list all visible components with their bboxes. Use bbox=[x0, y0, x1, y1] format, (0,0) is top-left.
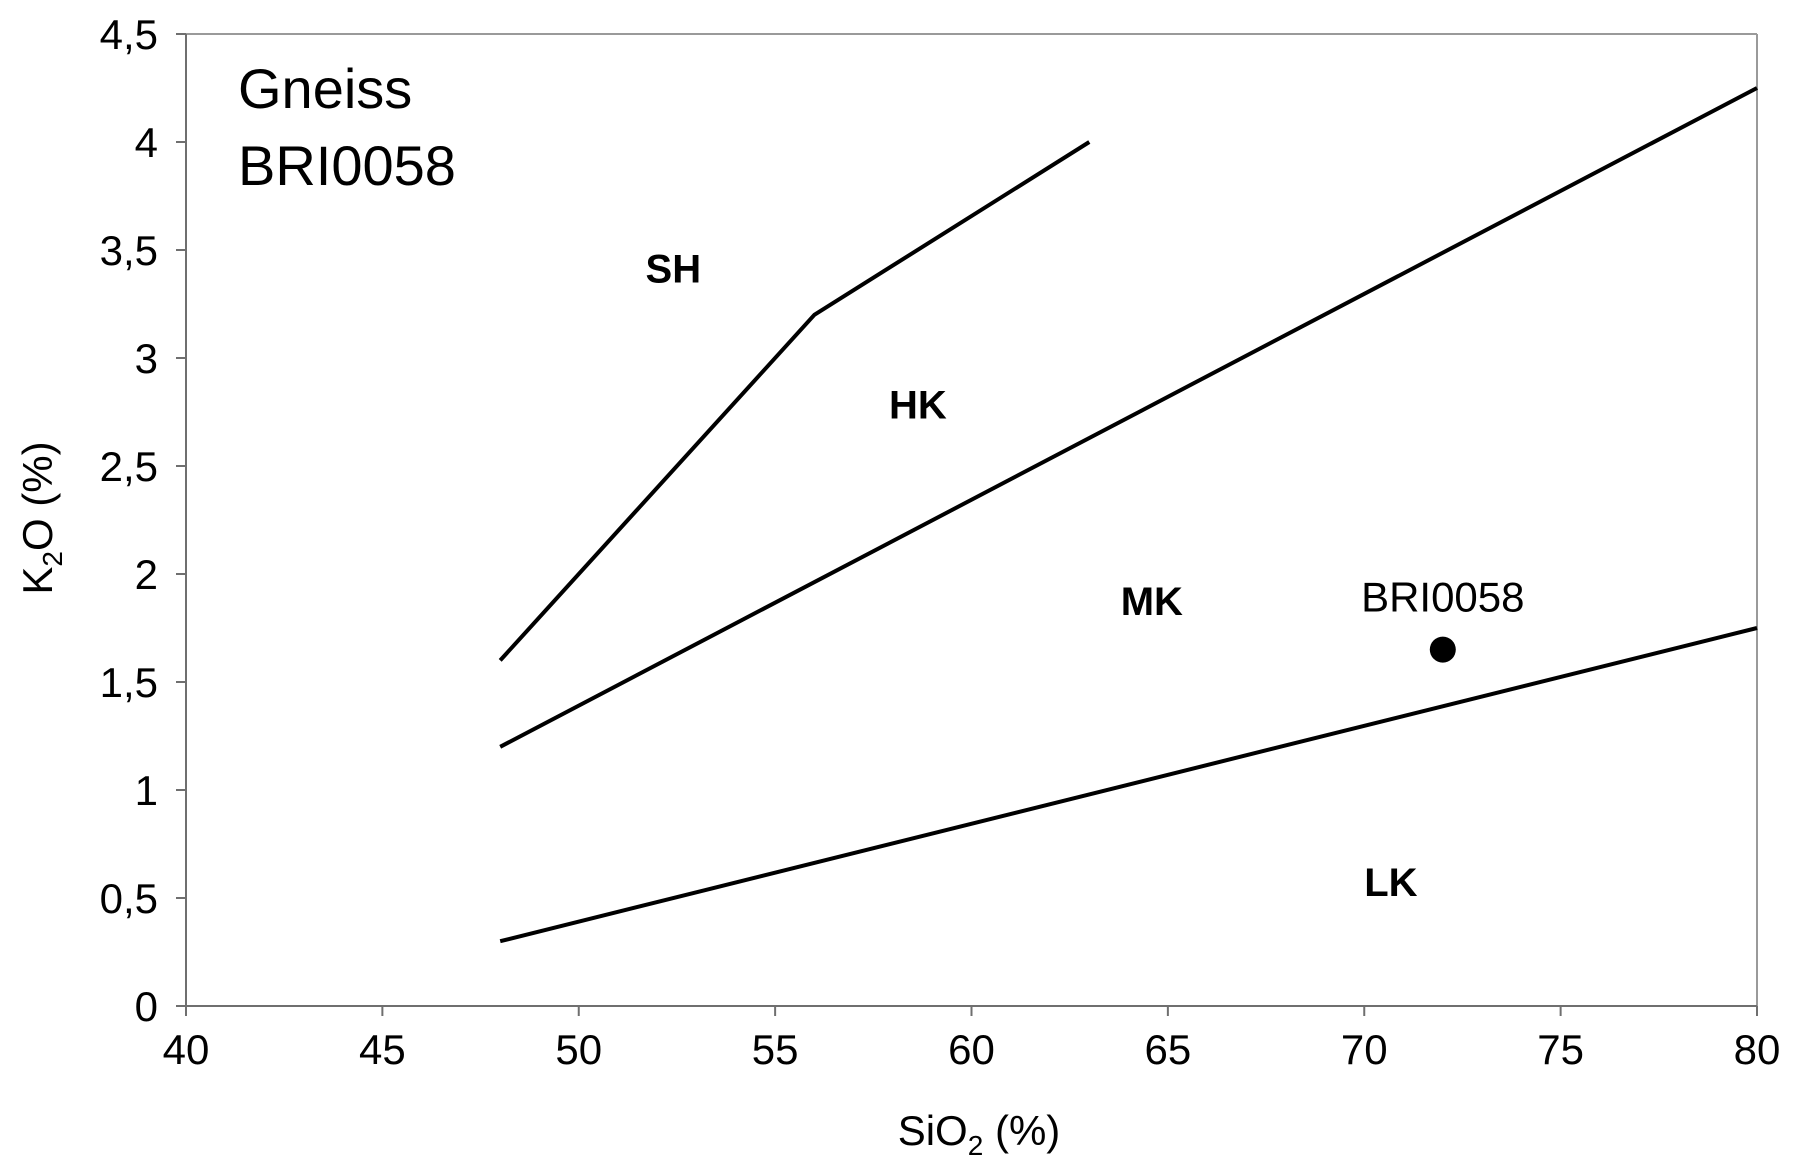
data-point-label: BRI0058 bbox=[1361, 574, 1524, 621]
y-axis-title-subscript: 2 bbox=[37, 551, 68, 567]
x-tick-label: 75 bbox=[1537, 1026, 1584, 1073]
x-tick-label: 60 bbox=[948, 1026, 995, 1073]
chart-title-line-1: Gneiss bbox=[238, 57, 412, 120]
x-tick-label: 70 bbox=[1341, 1026, 1388, 1073]
y-axis-title-suffix: O (%) bbox=[14, 441, 61, 551]
x-axis-title-subscript: 2 bbox=[968, 1130, 984, 1161]
x-axis-title: SiO2 (%) bbox=[898, 1107, 1061, 1161]
y-tick-label: 4,5 bbox=[100, 11, 158, 58]
y-tick-label: 1 bbox=[135, 767, 158, 814]
y-tick-label: 3 bbox=[135, 335, 158, 382]
field-label-mk: MK bbox=[1121, 580, 1183, 624]
field-labels: SH HK MK LK bbox=[646, 247, 1418, 904]
field-label-sh: SH bbox=[646, 247, 702, 291]
boundary-line bbox=[499, 86, 1758, 749]
y-tick-label: 4 bbox=[135, 119, 158, 166]
data-points: BRI0058 bbox=[1361, 574, 1525, 663]
x-tick-label: 80 bbox=[1734, 1026, 1781, 1073]
data-point bbox=[1429, 636, 1456, 663]
x-tick-label: 50 bbox=[555, 1026, 602, 1073]
boundary-line bbox=[499, 626, 1758, 944]
y-axis-title-main: K bbox=[14, 567, 61, 595]
y-tick-label: 3,5 bbox=[100, 227, 158, 274]
y-axis-title: K2O (%) bbox=[14, 441, 68, 594]
x-tick-label: 45 bbox=[359, 1026, 406, 1073]
x-tick-label: 40 bbox=[163, 1026, 210, 1073]
boundary-line bbox=[498, 140, 1091, 662]
x-tick-label: 55 bbox=[752, 1026, 799, 1073]
y-tick-label: 1,5 bbox=[100, 659, 158, 706]
x-axis-title-suffix: (%) bbox=[983, 1107, 1060, 1154]
x-tick-label: 65 bbox=[1145, 1026, 1192, 1073]
y-tick-label: 0 bbox=[135, 983, 158, 1030]
y-axis-ticks: 0 0,5 1 1,5 2 2,5 3 3,5 4 4,5 bbox=[100, 11, 186, 1030]
field-label-hk: HK bbox=[889, 383, 947, 427]
y-tick-label: 2,5 bbox=[100, 443, 158, 490]
x-axis-title-main: SiO bbox=[898, 1107, 968, 1154]
y-tick-label: 0,5 bbox=[100, 875, 158, 922]
chart-title-line-2: BRI0058 bbox=[238, 134, 456, 197]
boundary-lines bbox=[498, 86, 1758, 944]
y-tick-label: 2 bbox=[135, 551, 158, 598]
field-label-lk: LK bbox=[1364, 861, 1417, 905]
x-axis-ticks: 40 45 50 55 60 65 70 75 80 bbox=[163, 1006, 1781, 1073]
